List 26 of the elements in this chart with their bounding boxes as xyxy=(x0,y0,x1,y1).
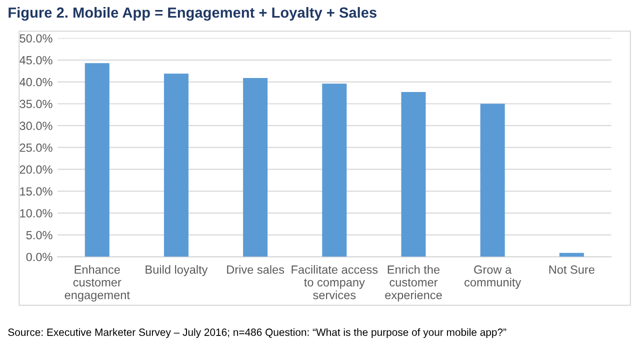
x-tick-label: Drive sales xyxy=(227,265,284,274)
y-tick-label: 15.0% xyxy=(20,187,52,196)
y-tick-label: 10.0% xyxy=(20,209,52,218)
y-tick-label: 20.0% xyxy=(20,165,52,174)
y-tick-label: 5.0% xyxy=(26,230,52,240)
bar xyxy=(401,92,426,257)
bar xyxy=(480,104,505,257)
source-note: Source: Executive Marketer Survey – July 2016; n=486 Question: “What is the purpose of your mobile app?” xyxy=(8,328,506,338)
bar xyxy=(243,78,268,257)
x-tick-label: Enhance customer engagement xyxy=(64,265,130,302)
y-tick-label: 45.0% xyxy=(20,56,52,64)
x-tick-label: Not Sure xyxy=(549,265,594,274)
y-tick-label: 0.0% xyxy=(26,252,52,262)
x-tick-label: Build loyalty xyxy=(146,265,208,276)
bar xyxy=(164,74,188,257)
x-tick-label: Facilitate access to company services xyxy=(292,265,378,300)
y-tick-label: 30.0% xyxy=(20,122,52,130)
y-tick-label: 25.0% xyxy=(20,144,52,152)
y-tick-label: 40.0% xyxy=(20,78,52,86)
y-tick-label: 50.0% xyxy=(20,34,52,43)
x-tick-label: Grow a community xyxy=(464,265,522,289)
chart-title: Figure 2. Mobile App = Engagement + Loyalty + Sales xyxy=(8,7,376,21)
y-tick-label: 35.0% xyxy=(20,100,52,108)
bar xyxy=(322,84,347,257)
bar xyxy=(84,63,110,257)
x-tick-label: Enrich the customer experience xyxy=(385,265,442,302)
